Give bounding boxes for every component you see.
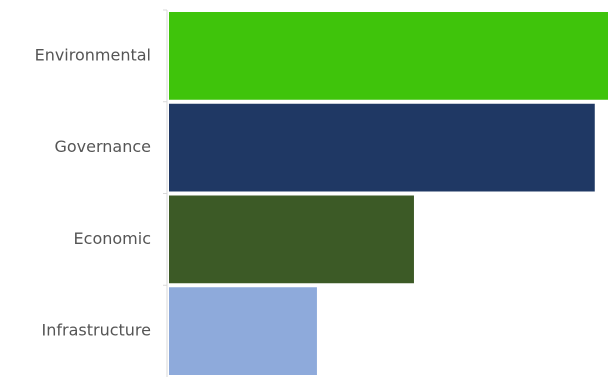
bar-environmental <box>169 12 608 100</box>
category-label-environmental: Environmental <box>35 45 151 64</box>
category-label-governance: Governance <box>54 137 151 156</box>
bars-layer <box>169 12 608 375</box>
y-axis <box>163 9 168 377</box>
bar-governance <box>169 103 595 192</box>
category-label-infrastructure: Infrastructure <box>42 321 151 340</box>
bar-economic <box>169 195 414 284</box>
bar-infrastructure <box>169 287 317 375</box>
category-label-economic: Economic <box>74 229 151 248</box>
category-labels: Environmental Governance Economic Infrastru… <box>35 45 151 339</box>
